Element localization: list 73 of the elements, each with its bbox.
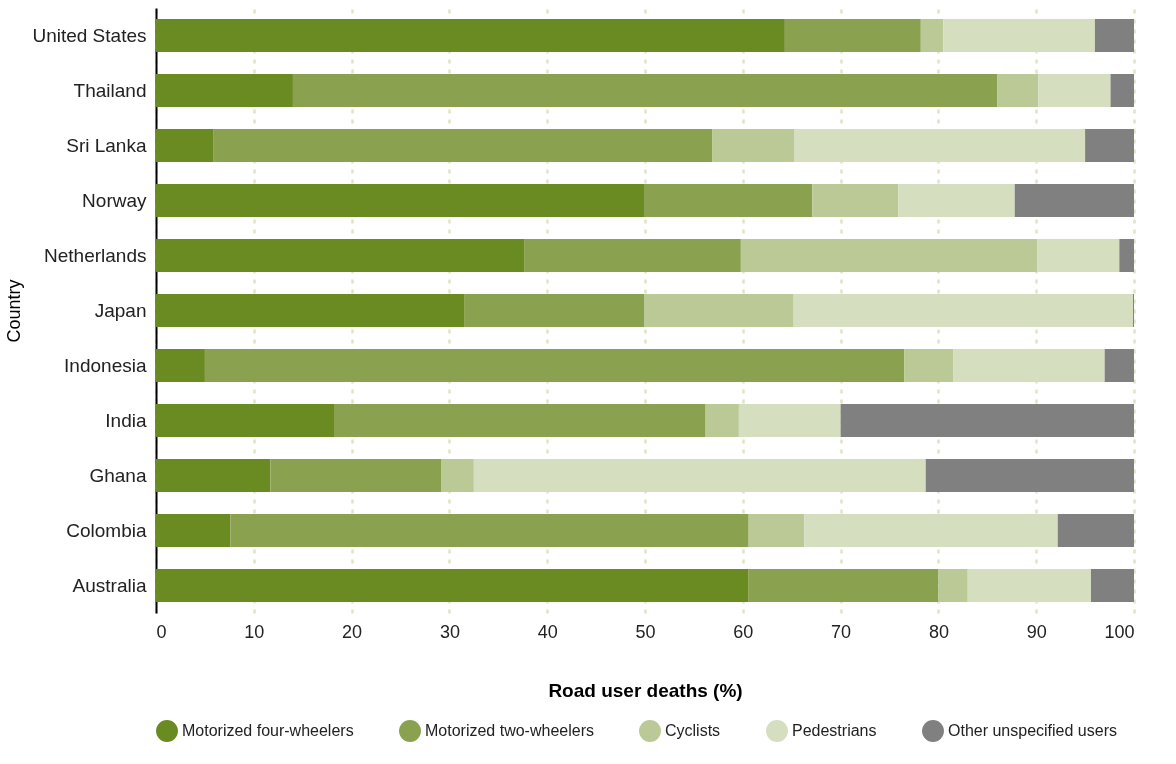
legend-label: Pedestrians [792, 722, 877, 740]
y-tick-label: Indonesia [64, 354, 147, 376]
bar [334, 404, 706, 437]
bar [1119, 239, 1134, 272]
bar [230, 514, 749, 547]
bar [156, 294, 465, 327]
bar [156, 129, 214, 162]
legend-label: Motorized two-wheelers [425, 722, 594, 740]
y-tick-label: Thailand [73, 79, 147, 101]
bar [705, 404, 739, 437]
bar [740, 239, 1038, 272]
bar [1094, 19, 1134, 52]
bar [156, 239, 525, 272]
y-tick-label: India [105, 409, 147, 431]
bar [748, 514, 805, 547]
bar [204, 349, 905, 382]
legend-label: Other unspecified users [948, 722, 1117, 740]
bar [644, 294, 794, 327]
x-tick-label: 20 [342, 621, 363, 642]
x-tick-label: 80 [928, 621, 949, 642]
bar [784, 19, 921, 52]
bar [904, 349, 954, 382]
x-tick-label: 30 [439, 621, 460, 642]
legend-label: Motorized four-wheelers [182, 722, 354, 740]
bar [441, 459, 474, 492]
bar [156, 19, 785, 52]
y-tick-label: Ghana [89, 464, 147, 486]
x-axis-title: Road user deaths (%) [548, 679, 743, 701]
bar [270, 459, 442, 492]
bar [1110, 74, 1134, 107]
bar [156, 404, 334, 437]
bar [812, 184, 899, 217]
y-tick-label: Colombia [66, 519, 147, 541]
x-tick-label: 0 [156, 621, 167, 642]
bar [1104, 349, 1134, 382]
x-tick-label: 100 [1104, 621, 1135, 642]
bar [156, 459, 271, 492]
y-tick-label: Norway [82, 189, 147, 211]
bar [156, 569, 749, 602]
bar [925, 459, 1134, 492]
bar [1090, 569, 1134, 602]
bar [156, 349, 205, 382]
y-axis-title: Country [4, 279, 25, 343]
bar [1038, 74, 1111, 107]
y-tick-label: United States [32, 24, 147, 46]
bar [748, 569, 939, 602]
x-tick-label: 60 [733, 621, 754, 642]
bar [1057, 514, 1134, 547]
bar [464, 294, 645, 327]
bar [920, 19, 944, 52]
bar [213, 129, 713, 162]
x-tick-label: 50 [635, 621, 656, 642]
bar [156, 74, 293, 107]
bar [840, 404, 1134, 437]
x-tick-label: 70 [831, 621, 852, 642]
bar [644, 184, 813, 217]
y-tick-label: Japan [94, 299, 147, 321]
legend-label: Cyclists [665, 722, 721, 740]
y-tick-label: Australia [72, 574, 147, 596]
x-tick-label: 40 [537, 621, 558, 642]
bar [156, 514, 231, 547]
y-tick-label: Sri Lanka [66, 134, 147, 156]
bar [292, 74, 998, 107]
bar [1085, 129, 1134, 162]
bar [938, 569, 968, 602]
x-tick-label: 90 [1026, 621, 1047, 642]
y-tick-label: Netherlands [44, 244, 147, 266]
bar [524, 239, 741, 272]
bar [156, 184, 645, 217]
bar [712, 129, 795, 162]
bar [997, 74, 1039, 107]
x-tick-label: 10 [244, 621, 265, 642]
bar [1014, 184, 1134, 217]
